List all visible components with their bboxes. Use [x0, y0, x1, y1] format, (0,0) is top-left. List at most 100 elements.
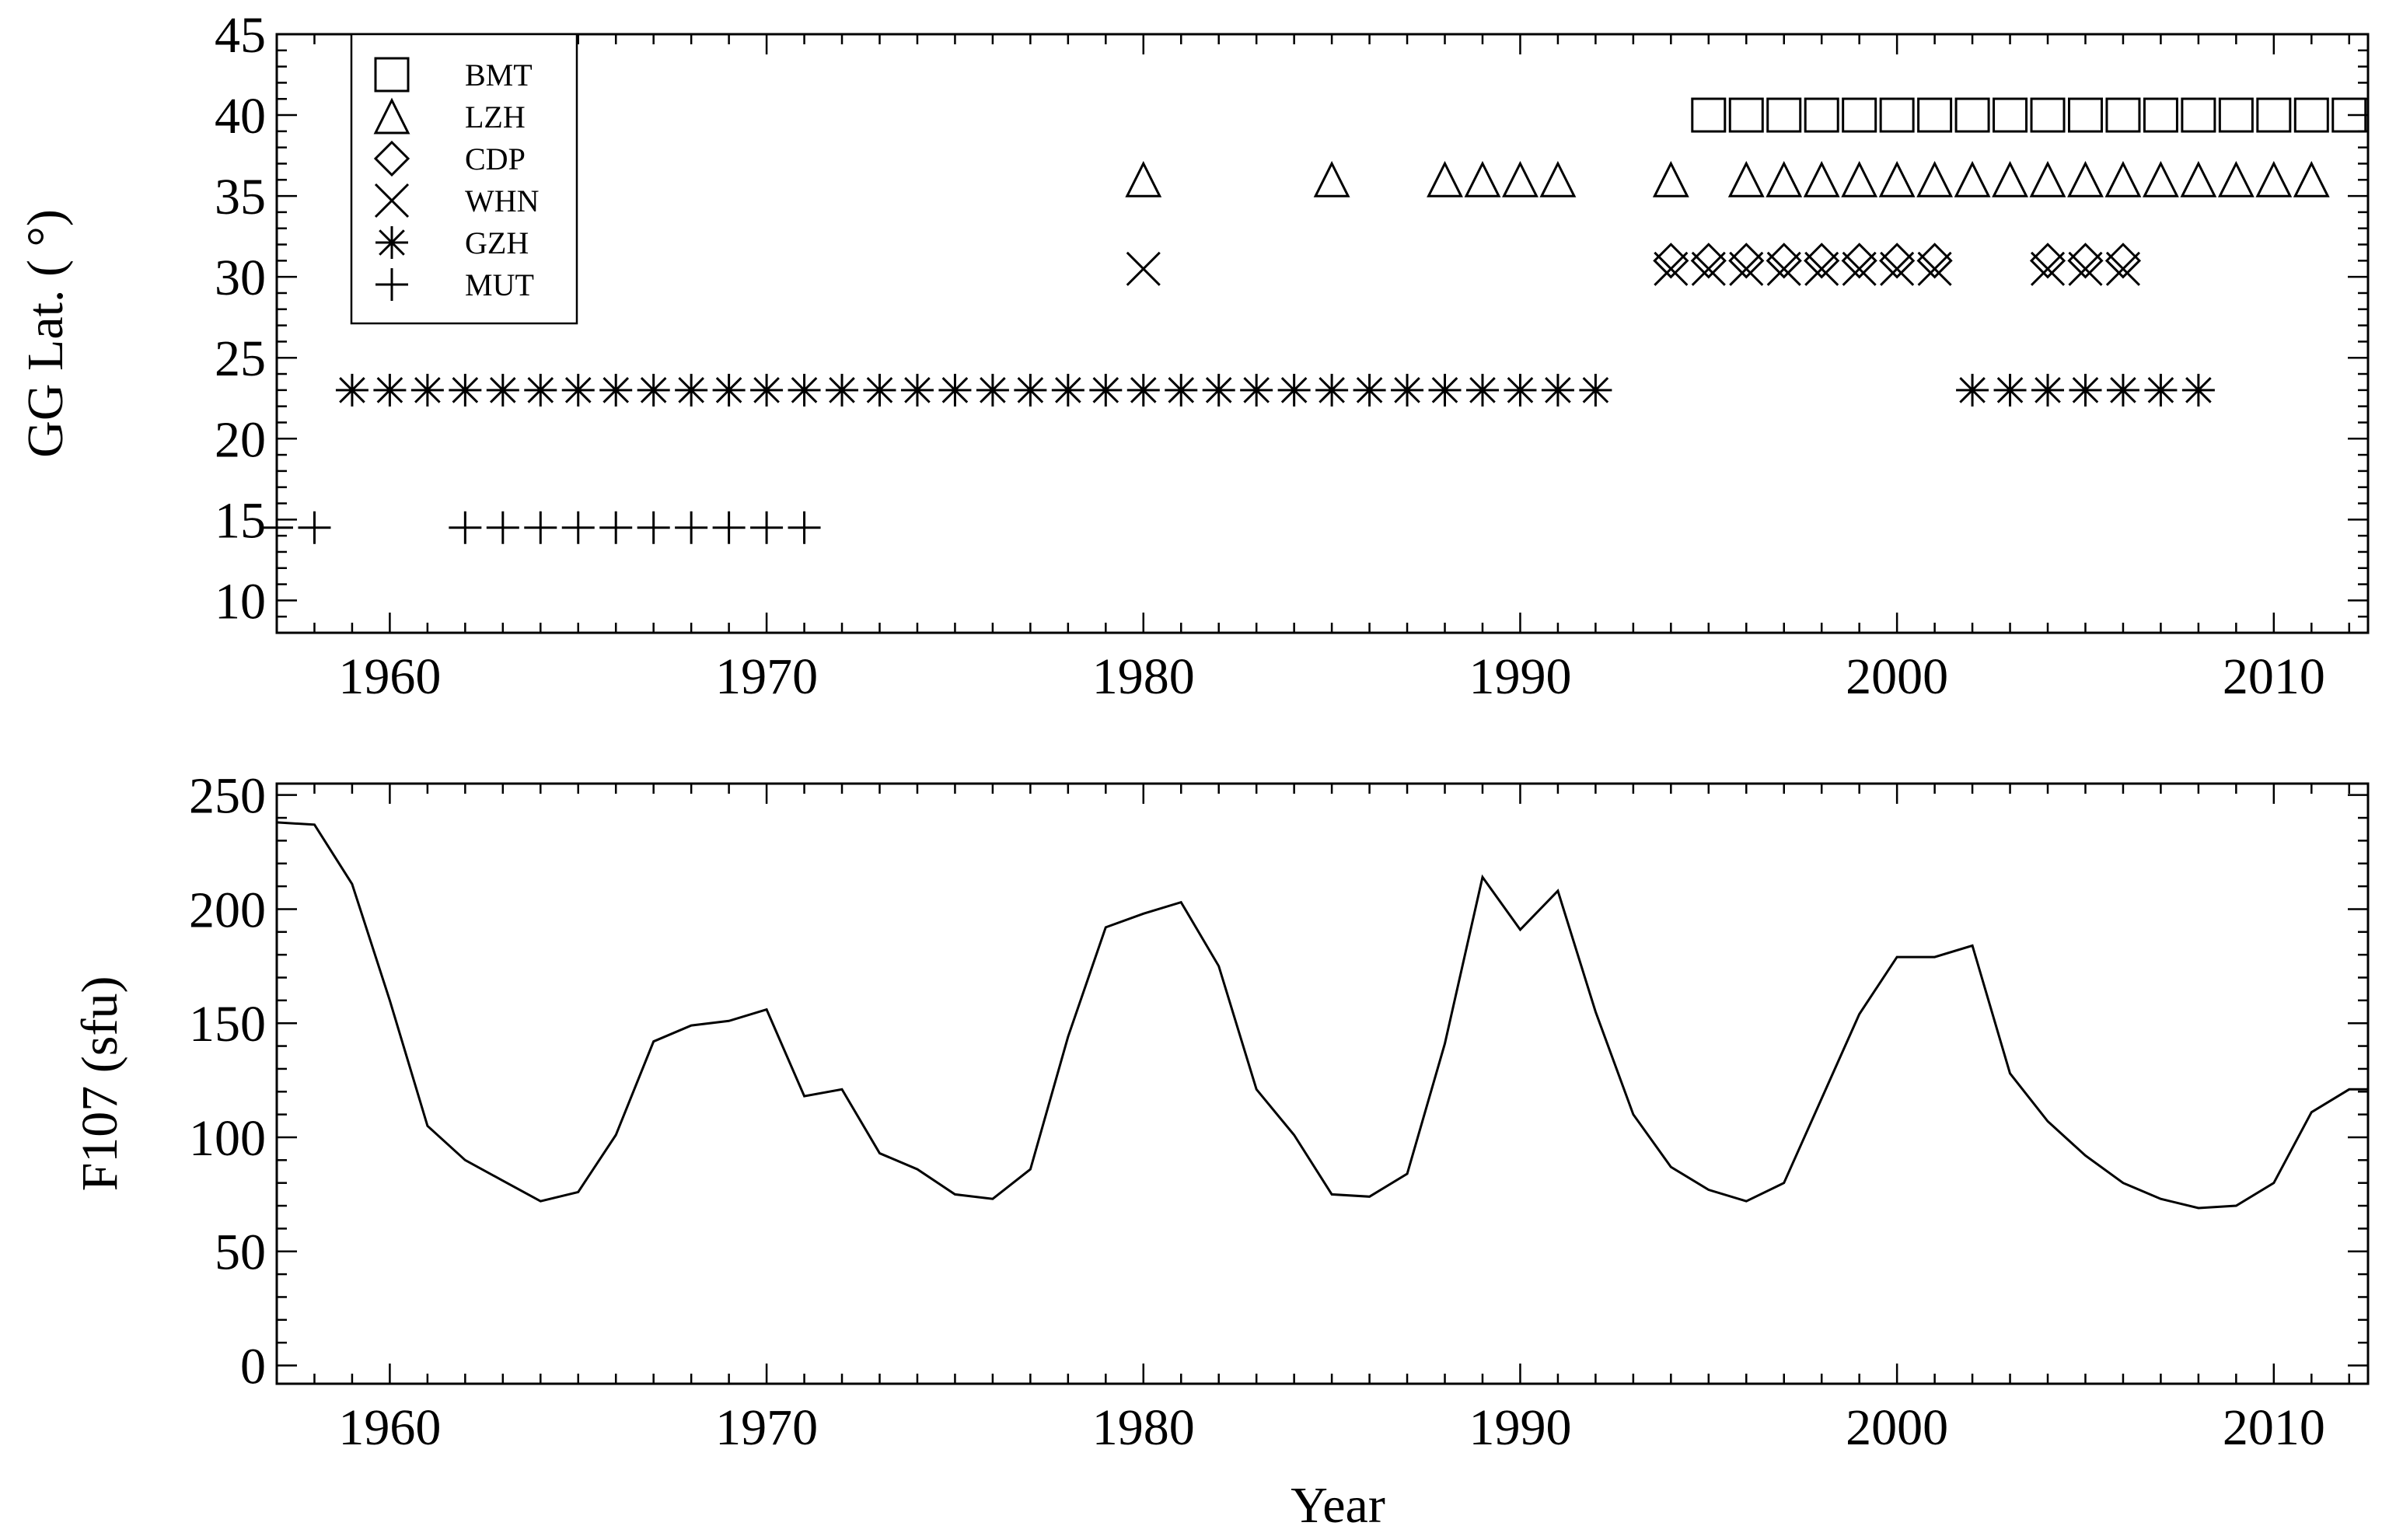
- data-point: [1729, 251, 1764, 286]
- data-point: [1766, 251, 1801, 286]
- legend-marker: [374, 183, 410, 218]
- data-point: [1804, 97, 1839, 133]
- data-point: [2031, 373, 2065, 407]
- data-point: [1728, 243, 1765, 279]
- data-point: [976, 373, 1009, 407]
- x-tick-label: 2000: [1846, 648, 1948, 705]
- data-point: [449, 373, 482, 407]
- series-bmt: [1691, 97, 2367, 133]
- x-tick-label: 2010: [2223, 648, 2325, 705]
- legend-label: BMT: [465, 58, 533, 93]
- data-point: [1916, 160, 1954, 197]
- legend-marker: [375, 268, 408, 301]
- data-point: [1391, 373, 1424, 407]
- plot-frame: [275, 33, 2370, 634]
- data-point: [1766, 97, 1802, 133]
- data-point: [2293, 97, 2329, 133]
- legend-marker: [375, 226, 408, 259]
- data-point: [675, 373, 708, 407]
- y-tick-label: 200: [189, 882, 266, 938]
- data-point: [2218, 97, 2254, 133]
- data-point: [1879, 97, 1915, 133]
- x-tick-label: 1970: [715, 1399, 818, 1456]
- legend-marker: [373, 97, 410, 134]
- data-point: [637, 373, 670, 407]
- data-point: [335, 373, 368, 407]
- data-point: [2255, 160, 2293, 197]
- y-tick-label: 45: [215, 7, 266, 64]
- data-point: [750, 511, 784, 544]
- legend-label: MUT: [465, 267, 534, 302]
- data-point: [1428, 373, 1462, 407]
- data-point: [1240, 373, 1273, 407]
- x-tick-label: 1980: [1092, 1399, 1195, 1456]
- data-point: [298, 511, 331, 544]
- legend-label: WHN: [465, 183, 540, 218]
- data-point: [1125, 160, 1162, 197]
- data-point: [1880, 251, 1915, 286]
- data-point: [1313, 160, 1350, 197]
- plot-frame: [275, 782, 2370, 1385]
- x-tick-label: 1960: [338, 1399, 441, 1456]
- legend-marker: [373, 140, 410, 177]
- legend-box: [350, 33, 578, 325]
- series-lzh: [1125, 160, 2330, 197]
- data-point: [524, 511, 557, 544]
- data-point: [486, 511, 519, 544]
- data-point: [2030, 97, 2066, 133]
- data-point: [2105, 251, 2141, 286]
- data-point: [1502, 160, 1539, 197]
- y-tick-label: 100: [189, 1110, 266, 1167]
- data-point: [561, 511, 595, 544]
- legend: BMT LZH CDP WHN GZH MUT: [350, 33, 578, 325]
- x-tick-label: 1980: [1092, 648, 1195, 705]
- data-point: [1993, 97, 2028, 133]
- data-point: [675, 511, 708, 544]
- x-tick-label: 1970: [715, 648, 818, 705]
- data-point: [712, 511, 746, 544]
- data-point: [1803, 160, 1840, 197]
- data-point: [1277, 373, 1311, 407]
- data-point: [410, 373, 444, 407]
- y-tick-label: 0: [240, 1339, 266, 1395]
- data-point: [788, 373, 821, 407]
- series-mut: [260, 511, 821, 544]
- data-point: [1427, 160, 1463, 197]
- data-point: [2180, 160, 2217, 197]
- y-axis-title: GG Lat. ( °): [17, 209, 74, 458]
- data-point: [1465, 373, 1499, 407]
- data-point: [1089, 373, 1123, 407]
- data-point: [260, 511, 293, 544]
- data-point: [1014, 373, 1047, 407]
- data-point: [1841, 243, 1877, 279]
- data-point: [449, 511, 482, 544]
- data-point: [1917, 97, 1953, 133]
- data-point: [863, 373, 896, 407]
- data-point: [788, 511, 821, 544]
- data-point: [1879, 243, 1916, 279]
- y-tick-label: 15: [215, 492, 266, 549]
- data-point: [1541, 373, 1574, 407]
- data-point: [1691, 251, 1726, 286]
- y-axis-title: F107 (sfu): [72, 976, 128, 1192]
- data-point: [750, 373, 784, 407]
- y-tick-label: 150: [189, 996, 266, 1053]
- data-point: [2293, 160, 2330, 197]
- y-tick-label: 25: [215, 330, 266, 387]
- data-point: [1539, 160, 1577, 197]
- data-point: [2256, 97, 2292, 133]
- data-point: [1051, 373, 1084, 407]
- data-point: [1804, 251, 1839, 286]
- data-point: [1766, 160, 1803, 197]
- data-point: [524, 373, 557, 407]
- data-point: [1878, 160, 1916, 197]
- data-point: [938, 373, 972, 407]
- data-point: [1956, 373, 1989, 407]
- data-point: [2029, 160, 2066, 197]
- data-point: [1766, 243, 1802, 279]
- series-whn: [1126, 251, 2141, 286]
- data-point: [2331, 97, 2367, 133]
- data-point: [1804, 243, 1840, 279]
- data-point: [900, 373, 934, 407]
